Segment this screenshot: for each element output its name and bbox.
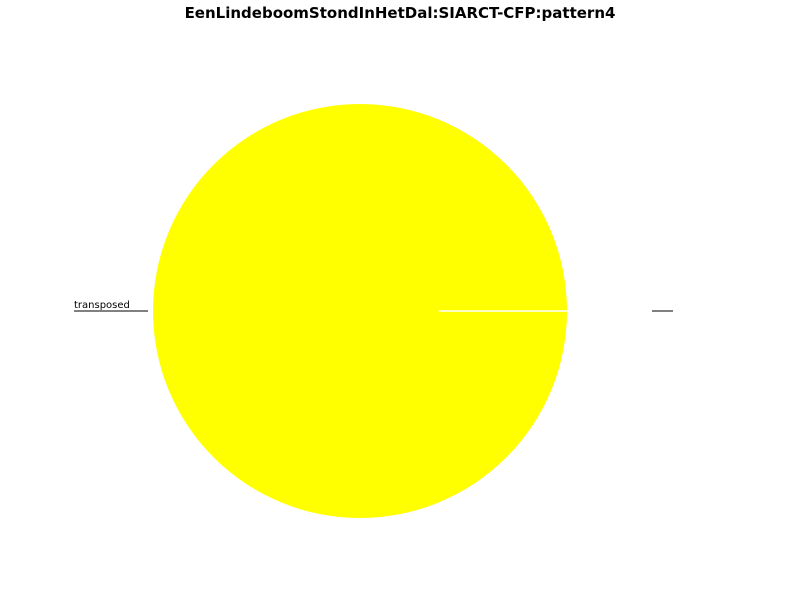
pie-labels: transposed <box>74 300 673 312</box>
pie-label-0: transposed <box>74 300 130 311</box>
pie-slice-0 <box>153 104 567 518</box>
pie-slices <box>153 104 567 518</box>
chart-title: EenLindeboomStondInHetDal:SIARCT-CFP:pat… <box>184 4 616 22</box>
